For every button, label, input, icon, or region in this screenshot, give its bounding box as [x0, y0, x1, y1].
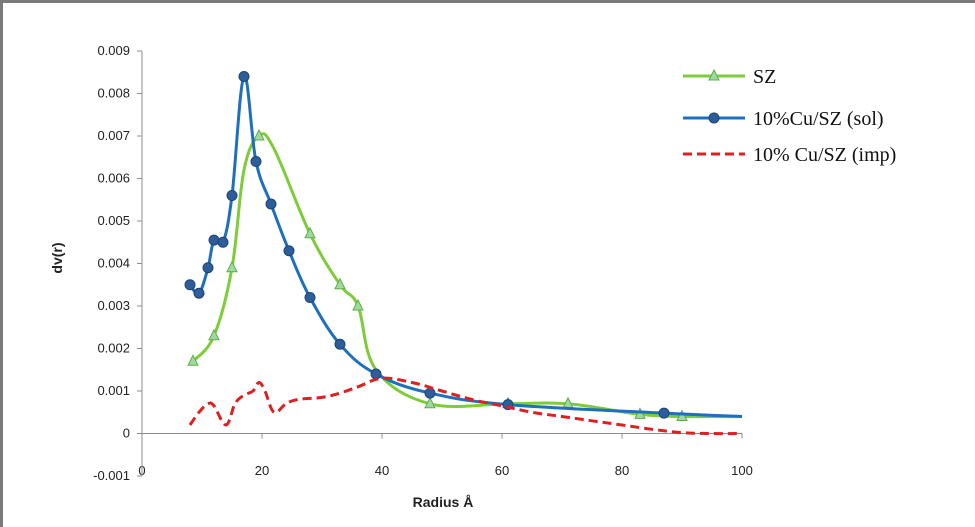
- legend-marker: [708, 68, 720, 81]
- y-tick-label: 0.001: [97, 383, 130, 398]
- data-point: [265, 198, 277, 210]
- y-tick-label: 0.009: [97, 43, 130, 58]
- series-line: [188, 376, 743, 436]
- data-point: [658, 407, 670, 419]
- data-point: [352, 298, 364, 311]
- legend-label: SZ: [753, 66, 776, 88]
- y-tick-label: -0.001: [93, 468, 130, 483]
- data-point: [238, 71, 250, 82]
- y-tick-label: 0: [123, 426, 130, 441]
- y-axis-ticks: -0.001 0 0.001 0.002 0.003 0.004 0.005 0.006 0.0…: [93, 43, 142, 483]
- legend-label: 10% Cu/SZ (imp): [753, 144, 896, 166]
- data-point: [334, 338, 346, 350]
- x-tick-label: 40: [375, 463, 389, 478]
- data-point: [208, 328, 220, 341]
- y-tick-label: 0.003: [97, 298, 130, 313]
- y-tick-label: 0.006: [97, 171, 130, 186]
- data-point: [370, 368, 382, 380]
- series-layer: [184, 71, 743, 436]
- legend-marker: [708, 112, 720, 124]
- series-2: [188, 376, 743, 436]
- y-tick-label: 0.008: [97, 86, 130, 101]
- data-point: [226, 260, 238, 273]
- legend-entry: 10%Cu/SZ (sol): [683, 108, 884, 130]
- legend-entry: SZ: [683, 66, 776, 88]
- data-point: [250, 156, 262, 167]
- data-point: [334, 277, 346, 290]
- data-point: [202, 262, 214, 274]
- legend-label: 10%Cu/SZ (sol): [753, 108, 884, 130]
- series-line: [188, 74, 743, 418]
- x-tick-label: 80: [615, 463, 629, 478]
- data-point: [424, 396, 436, 409]
- y-axis-title: dv(r): [49, 242, 65, 273]
- data-point: [193, 287, 205, 299]
- legend-entry: 10% Cu/SZ (imp): [683, 144, 896, 166]
- series-line: [191, 132, 743, 419]
- legend: SZ 10%Cu/SZ (sol) 10% Cu/SZ (imp): [683, 66, 896, 166]
- data-point: [253, 128, 265, 141]
- data-point: [424, 387, 436, 399]
- data-point: [217, 236, 229, 248]
- x-tick-label: 100: [731, 463, 753, 478]
- y-tick-label: 0.007: [97, 128, 130, 143]
- y-tick-label: 0.002: [97, 341, 130, 356]
- data-point: [184, 279, 196, 291]
- data-point: [187, 354, 199, 366]
- x-tick-label: 20: [255, 463, 269, 478]
- x-axis-ticks: 020406080100: [138, 433, 753, 478]
- data-point: [208, 234, 220, 246]
- x-tick-label: 60: [495, 463, 509, 478]
- data-point: [226, 190, 238, 201]
- y-tick-label: 0.004: [97, 256, 130, 271]
- x-axis-title: Radius Å: [413, 494, 474, 510]
- axes: [141, 51, 742, 476]
- y-tick-label: 0.005: [97, 213, 130, 228]
- series-0: [187, 128, 743, 421]
- series-1: [184, 71, 743, 419]
- data-point: [283, 245, 295, 257]
- data-point: [304, 292, 316, 303]
- data-point: [304, 226, 316, 239]
